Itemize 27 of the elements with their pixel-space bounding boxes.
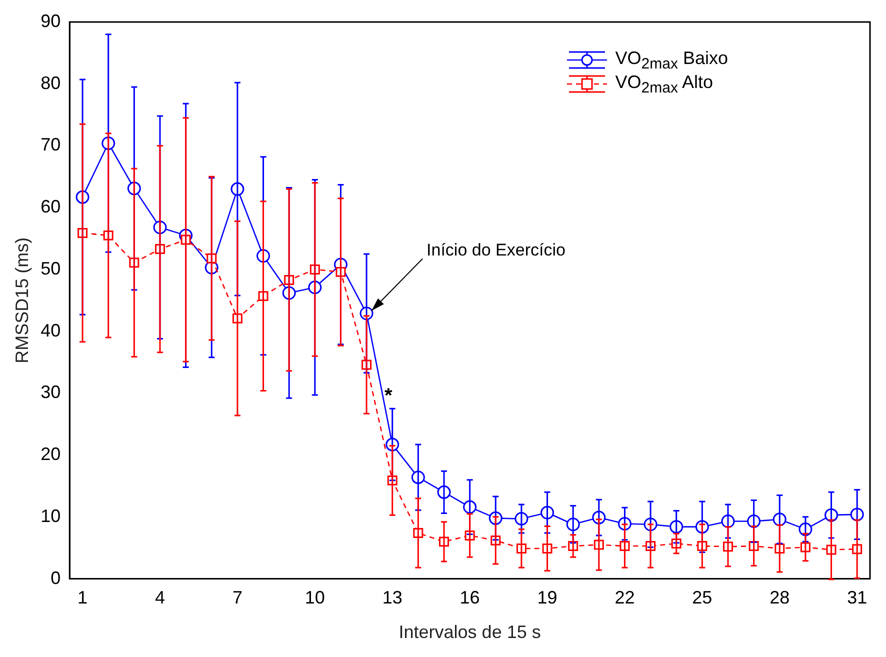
x-tick-label: 1 [78,588,88,608]
x-tick-label: 16 [460,588,480,608]
x-axis-title: Intervalos de 15 s [398,622,541,642]
x-tick-label: 4 [154,588,165,608]
y-tick-label: 40 [40,320,61,340]
x-tick-label: 10 [304,588,325,608]
y-tick-label: 10 [40,506,61,526]
y-axis-title: RMSSD15 (ms) [12,237,32,364]
y-tick-label: 30 [40,382,61,402]
x-tick-label: 31 [847,588,868,608]
x-tick-label: 13 [382,588,402,608]
y-tick-label: 60 [40,196,61,217]
x-tick-label: 22 [614,588,635,608]
annotation: * [384,385,392,408]
legend-label: VO$_{2max}$ Alto [615,72,713,96]
x-tick-label: 19 [537,588,558,608]
y-tick-label: 70 [40,134,61,155]
y-tick-label: 80 [40,72,61,93]
y-tick-label: 90 [40,10,61,31]
x-tick-label: 7 [232,588,242,608]
y-tick-label: 50 [40,258,61,278]
y-tick-label: 20 [40,444,61,464]
legend-label: VO$_{2max}$ Baixo [615,48,728,72]
x-tick-label: 28 [770,588,790,608]
annotation: Início do Exercício [426,240,566,260]
x-tick-label: 25 [692,588,712,608]
y-tick-label: 0 [50,568,61,588]
